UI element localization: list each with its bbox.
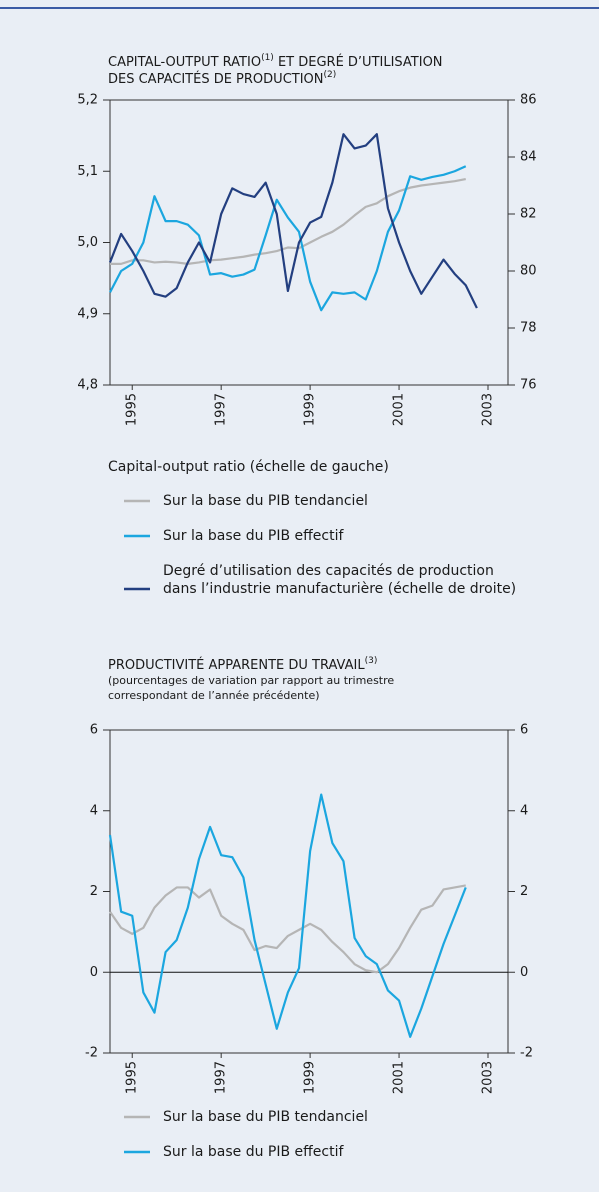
x-tick-label: 1999	[303, 393, 318, 426]
x-tick-label: 1999	[303, 1061, 318, 1094]
x-tick-label: 2003	[480, 393, 495, 426]
series-line	[109, 884, 466, 974]
x-tick-label: 2003	[480, 1061, 495, 1094]
y-tick-label: 2	[90, 884, 98, 899]
legend-label: dans l’industrie manufacturière (échelle…	[163, 581, 516, 597]
y2-tick-label: 84	[520, 150, 537, 165]
y2-tick-label: -2	[520, 1046, 533, 1061]
legend-label: Degré d’utilisation des capacités de pro…	[163, 563, 494, 579]
top-rule	[0, 7, 599, 9]
chart-subtitle: correspondant de l’année précédente)	[108, 689, 320, 702]
x-tick-label: 2001	[392, 1061, 407, 1094]
chart-title: CAPITAL-OUTPUT RATIO(1) ET DEGRÉ D’UTILI…	[108, 53, 443, 70]
y-tick-label: 4,9	[77, 306, 98, 321]
y2-tick-label: 76	[520, 378, 537, 393]
legend-label: Sur la base du PIB effectif	[163, 1144, 344, 1160]
series-line	[108, 133, 478, 309]
y2-tick-label: 4	[520, 803, 528, 818]
x-tick-label: 1995	[125, 1061, 140, 1094]
y2-tick-label: 6	[520, 723, 528, 738]
title-text: DES CAPACITÉS DE PRODUCTION	[108, 71, 324, 87]
title-note: (3)	[365, 656, 378, 666]
y2-tick-label: 86	[520, 93, 537, 108]
legend-label: Sur la base du PIB tendanciel	[163, 493, 368, 509]
y-tick-label: 4	[90, 803, 98, 818]
title-text: CAPITAL-OUTPUT RATIO	[108, 55, 261, 70]
title-text: PRODUCTIVITÉ APPARENTE DU TRAVAIL	[108, 657, 365, 673]
title-text: ET DEGRÉ D’UTILISATION	[274, 54, 443, 70]
legend-label: Sur la base du PIB tendanciel	[163, 1109, 368, 1125]
legend-title: Capital-output ratio (échelle de gauche)	[108, 459, 389, 475]
legend-label: Sur la base du PIB effectif	[163, 528, 344, 544]
series-line	[108, 793, 467, 1038]
y-tick-label: 0	[90, 965, 98, 980]
title-note: (1)	[261, 53, 274, 63]
y2-tick-label: 80	[520, 264, 537, 279]
chart-subtitle: (pourcentages de variation par rapport a…	[108, 674, 394, 687]
y2-tick-label: 0	[520, 965, 528, 980]
y2-tick-label: 78	[520, 321, 537, 336]
y-tick-label: 5,2	[77, 93, 98, 108]
y2-tick-label: 2	[520, 884, 528, 899]
y-tick-label: 5,1	[77, 164, 98, 179]
series-line	[109, 165, 467, 312]
y-tick-label: -2	[85, 1046, 98, 1061]
y-tick-label: 4,8	[77, 378, 98, 393]
x-tick-label: 1997	[214, 1061, 229, 1094]
title-note: (2)	[324, 70, 337, 80]
y-tick-label: 5,0	[77, 235, 98, 250]
y2-tick-label: 82	[520, 207, 537, 222]
chart-title: PRODUCTIVITÉ APPARENTE DU TRAVAIL(3)	[108, 656, 377, 673]
y-tick-label: 6	[90, 723, 98, 738]
x-tick-label: 2001	[392, 393, 407, 426]
x-tick-label: 1997	[214, 393, 229, 426]
chart-title: DES CAPACITÉS DE PRODUCTION(2)	[108, 70, 336, 87]
x-tick-label: 1995	[125, 393, 140, 426]
